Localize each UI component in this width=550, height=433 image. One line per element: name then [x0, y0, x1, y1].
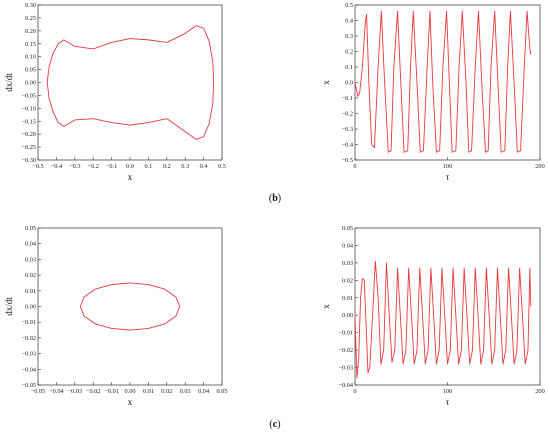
y-axis-label: x [321, 304, 331, 309]
plot-frame [37, 227, 223, 386]
x-tick-label: −0.02 [86, 388, 101, 395]
y-tick-label: −0.03 [338, 365, 353, 372]
x-tick-label: 100 [443, 163, 452, 170]
series-line [79, 282, 181, 331]
x-axis-label: x [128, 397, 133, 407]
plot-frame [37, 4, 223, 161]
series-line [46, 25, 215, 140]
x-axis-label: τ [446, 172, 450, 182]
x-tick-label: −0.05 [31, 388, 46, 395]
x-tick-label: 0.00 [124, 388, 135, 395]
x-tick-label: −0.1 [106, 163, 117, 170]
y-tick-label: 0.20 [25, 28, 36, 35]
x-tick-label: 0.2 [163, 163, 171, 170]
y-tick-label: 0.03 [342, 260, 353, 267]
series-line [354, 10, 532, 153]
y-tick-label: 0.05 [342, 225, 353, 232]
x-tick-label: 0.4 [200, 163, 209, 170]
x-tick-label: 0.05 [216, 388, 227, 395]
y-tick-label: 0.5 [345, 2, 353, 9]
y-tick-label: 0.2 [345, 49, 353, 56]
y-tick-label: 0.04 [25, 241, 37, 248]
x-tick-label: 200 [535, 388, 544, 395]
y-tick-label: 0.3 [345, 33, 353, 40]
y-tick-label: 0.30 [25, 2, 36, 9]
y-tick-label: −0.3 [342, 126, 353, 133]
y-tick-label: −0.02 [338, 347, 353, 354]
y-tick-label: −0.5 [342, 157, 353, 164]
y-tick-label: −0.01 [338, 330, 353, 337]
chart-c-time: 0 100 200 −0.04 −0.03 −0.02 −0.01 0.00 0.01 0.02 0… [321, 225, 545, 407]
y-tick-label: −0.20 [21, 131, 36, 138]
y-tick-label: −0.1 [342, 95, 353, 102]
y-tick-label: −0.04 [21, 366, 36, 373]
y-tick-label: 0.10 [25, 54, 36, 61]
chart-b-time: 0 100 200 −0.5 −0.4 −0.3 −0.2 −0.1 0.0 0.1 0.2 0.3 0… [321, 2, 545, 182]
y-tick-label: 0.00 [25, 80, 36, 87]
x-tick-label: 0.1 [144, 163, 152, 170]
x-tick-label: 0.5 [218, 163, 226, 170]
y-tick-label: 0.04 [342, 242, 354, 249]
y-tick-label: 0.00 [342, 312, 353, 319]
y-axis-label: x [321, 80, 331, 85]
y-tick-label: 0.02 [25, 272, 36, 279]
y-tick-label: 0.01 [25, 288, 36, 295]
chart-c-phase: −0.05 −0.04 −0.03 −0.02 −0.01 0.00 0.01 0.02 0.0… [4, 225, 228, 407]
x-tick-label: −0.5 [32, 163, 43, 170]
y-axis-label: dx/dt [4, 297, 14, 316]
x-tick-label: 0.3 [181, 163, 189, 170]
x-tick-label: −0.4 [51, 163, 63, 170]
y-tick-label: 0.4 [345, 18, 354, 25]
x-tick-label: −0.04 [49, 388, 64, 395]
y-tick-label: −0.05 [21, 382, 36, 389]
y-tick-label: −0.30 [21, 157, 36, 164]
series-line [354, 260, 532, 379]
y-tick-label: 0.05 [25, 225, 36, 232]
x-tick-label: 0 [353, 388, 356, 395]
y-tick-label: −0.15 [21, 118, 36, 125]
y-tick-label: 0.25 [25, 15, 36, 22]
y-tick-label: −0.10 [21, 105, 36, 112]
y-tick-label: 0.15 [25, 41, 36, 48]
x-tick-label: 0.02 [161, 388, 172, 395]
panel-label-c: (c) [269, 419, 280, 430]
y-tick-label: −0.05 [21, 92, 36, 99]
x-tick-label: 0.01 [143, 388, 154, 395]
x-tick-label: 0 [353, 163, 356, 170]
x-axis-label: x [128, 172, 133, 182]
x-tick-label: −0.2 [87, 163, 98, 170]
x-tick-label: 200 [535, 163, 544, 170]
panel-label-b: (b) [269, 193, 281, 204]
y-tick-label: −0.25 [21, 144, 36, 151]
x-tick-label: −0.3 [69, 163, 80, 170]
y-tick-label: −0.4 [342, 142, 354, 149]
x-tick-label: −0.01 [104, 388, 119, 395]
y-tick-label: 0.1 [345, 64, 353, 71]
y-tick-label: −0.02 [21, 335, 36, 342]
y-axis-label: dx/dt [4, 73, 14, 92]
y-tick-label: 0.00 [25, 304, 36, 311]
x-tick-label: 0.03 [180, 388, 191, 395]
x-tick-label: 0.0 [126, 163, 134, 170]
chart-b-phase: −0.5 −0.4 −0.3 −0.2 −0.1 0.0 0.1 0.2 0.3 0.4 0.5 −0… [4, 2, 226, 182]
x-tick-label: 100 [443, 388, 452, 395]
y-tick-label: −0.03 [21, 351, 36, 358]
y-tick-label: 0.03 [25, 256, 36, 263]
x-tick-label: −0.03 [68, 388, 83, 395]
y-tick-label: 0.05 [25, 67, 36, 74]
x-axis-label: τ [446, 397, 450, 407]
y-tick-label: −0.2 [342, 111, 353, 118]
y-tick-label: −0.01 [21, 319, 36, 326]
x-tick-label: 0.04 [198, 388, 210, 395]
y-tick-label: 0.02 [342, 277, 353, 284]
y-tick-label: 0.01 [342, 295, 353, 302]
y-tick-label: −0.04 [338, 382, 353, 389]
y-tick-label: 0.0 [345, 80, 353, 87]
